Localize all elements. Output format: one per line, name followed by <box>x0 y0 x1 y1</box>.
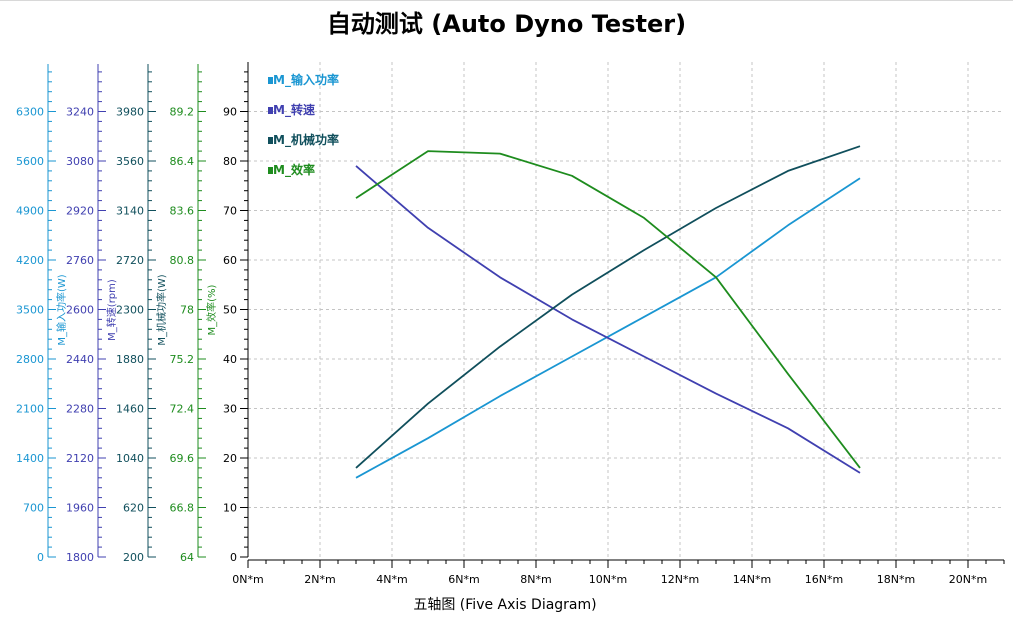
left-axis-tick-label-2: 3080 <box>66 155 94 168</box>
left-axis-tick-label-4: 75.2 <box>170 353 195 366</box>
x-tick-label: 8N*m <box>520 573 551 586</box>
left-axis-tick-label-1: 4900 <box>16 205 44 218</box>
series-line-3 <box>355 145 861 469</box>
left-axis-tick-label-4: 80.8 <box>170 254 195 267</box>
left-axis-tick-label-4: 69.6 <box>170 452 195 465</box>
left-axis-title-3: M_机械功率(W) <box>155 274 168 345</box>
left-axis-tick-label-3: 620 <box>123 502 144 515</box>
legend-label-1: M_输入功率 <box>273 72 339 88</box>
legend-label-3: M_机械功率 <box>273 132 339 148</box>
x-tick-label: 16N*m <box>805 573 843 586</box>
left-axis-tick-label-4: 86.4 <box>170 155 195 168</box>
left-axis-tick-label-2: 2920 <box>66 205 94 218</box>
primary-y-tick-label: 90 <box>223 106 237 119</box>
x-axis-label: 五轴图 (Five Axis Diagram) <box>413 597 597 613</box>
left-axis-tick-label-1: 6300 <box>16 106 44 119</box>
primary-y-tick-label: 0 <box>230 551 237 564</box>
left-axis-tick-label-1: 1400 <box>16 452 44 465</box>
legend-label-2: M_转速 <box>273 102 315 118</box>
series-line-4 <box>355 150 861 469</box>
left-axis-tick-label-2: 3240 <box>66 106 94 119</box>
primary-y-tick-label: 30 <box>223 403 237 416</box>
left-axis-tick-label-3: 1880 <box>116 353 144 366</box>
primary-y-tick-label: 80 <box>223 155 237 168</box>
left-axis-tick-label-1: 2100 <box>16 403 44 416</box>
legend-swatch-2 <box>268 107 273 114</box>
left-axis-tick-label-1: 3500 <box>16 304 44 317</box>
x-tick-label: 10N*m <box>589 573 627 586</box>
left-axis-tick-label-3: 200 <box>123 551 144 564</box>
left-axis-tick-label-4: 89.2 <box>170 106 195 119</box>
left-axis-tick-label-3: 2300 <box>116 304 144 317</box>
left-axis-tick-label-2: 2600 <box>66 304 94 317</box>
x-tick-label: 2N*m <box>304 573 335 586</box>
left-axis-tick-label-2: 1800 <box>66 551 94 564</box>
series-line-1 <box>355 177 861 479</box>
left-axis-tick-label-3: 3560 <box>116 155 144 168</box>
left-axis-tick-label-3: 1460 <box>116 403 144 416</box>
left-axis-tick-label-4: 64 <box>180 551 194 564</box>
primary-y-tick-label: 20 <box>223 452 237 465</box>
x-tick-label: 14N*m <box>733 573 771 586</box>
x-tick-label: 6N*m <box>448 573 479 586</box>
left-axis-tick-label-2: 2120 <box>66 452 94 465</box>
left-axis-tick-label-1: 0 <box>37 551 44 564</box>
legend-swatch-3 <box>268 137 273 144</box>
primary-y-tick-label: 60 <box>223 254 237 267</box>
left-axis-title-2: M_转速(rpm) <box>105 279 118 341</box>
left-axis-tick-label-4: 72.4 <box>170 403 195 416</box>
legend-swatch-1 <box>268 77 273 84</box>
x-tick-label: 12N*m <box>661 573 699 586</box>
legend-label-4: M_效率 <box>273 162 315 178</box>
left-axis-tick-label-3: 2720 <box>116 254 144 267</box>
series-line-2 <box>355 165 861 474</box>
x-tick-label: 0N*m <box>232 573 263 586</box>
x-tick-label: 20N*m <box>949 573 987 586</box>
primary-y-tick-label: 10 <box>223 502 237 515</box>
x-tick-label: 18N*m <box>877 573 915 586</box>
left-axis-tick-label-2: 2760 <box>66 254 94 267</box>
left-axis-tick-label-1: 700 <box>23 502 44 515</box>
left-axis-tick-label-3: 3140 <box>116 205 144 218</box>
left-axis-tick-label-4: 66.8 <box>170 502 195 515</box>
chart-title: 自动测试 (Auto Dyno Tester) <box>326 10 687 38</box>
left-axis-tick-label-2: 1960 <box>66 502 94 515</box>
x-tick-label: 4N*m <box>376 573 407 586</box>
primary-y-tick-label: 40 <box>223 353 237 366</box>
left-axis-tick-label-4: 78 <box>180 304 194 317</box>
left-axis-title-4: M_效率(%) <box>205 284 218 335</box>
legend-swatch-4 <box>268 167 273 174</box>
left-axis-tick-label-3: 3980 <box>116 106 144 119</box>
left-axis-tick-label-1: 4200 <box>16 254 44 267</box>
left-axis-tick-label-2: 2440 <box>66 353 94 366</box>
left-axis-tick-label-2: 2280 <box>66 403 94 416</box>
primary-y-tick-label: 50 <box>223 304 237 317</box>
left-axis-tick-label-1: 5600 <box>16 155 44 168</box>
left-axis-tick-label-3: 1040 <box>116 452 144 465</box>
primary-y-tick-label: 70 <box>223 205 237 218</box>
left-axis-tick-label-4: 83.6 <box>170 205 195 218</box>
top-border <box>0 0 1013 1</box>
left-axis-title-1: M_输入功率(W) <box>55 274 68 345</box>
left-axis-tick-label-1: 2800 <box>16 353 44 366</box>
